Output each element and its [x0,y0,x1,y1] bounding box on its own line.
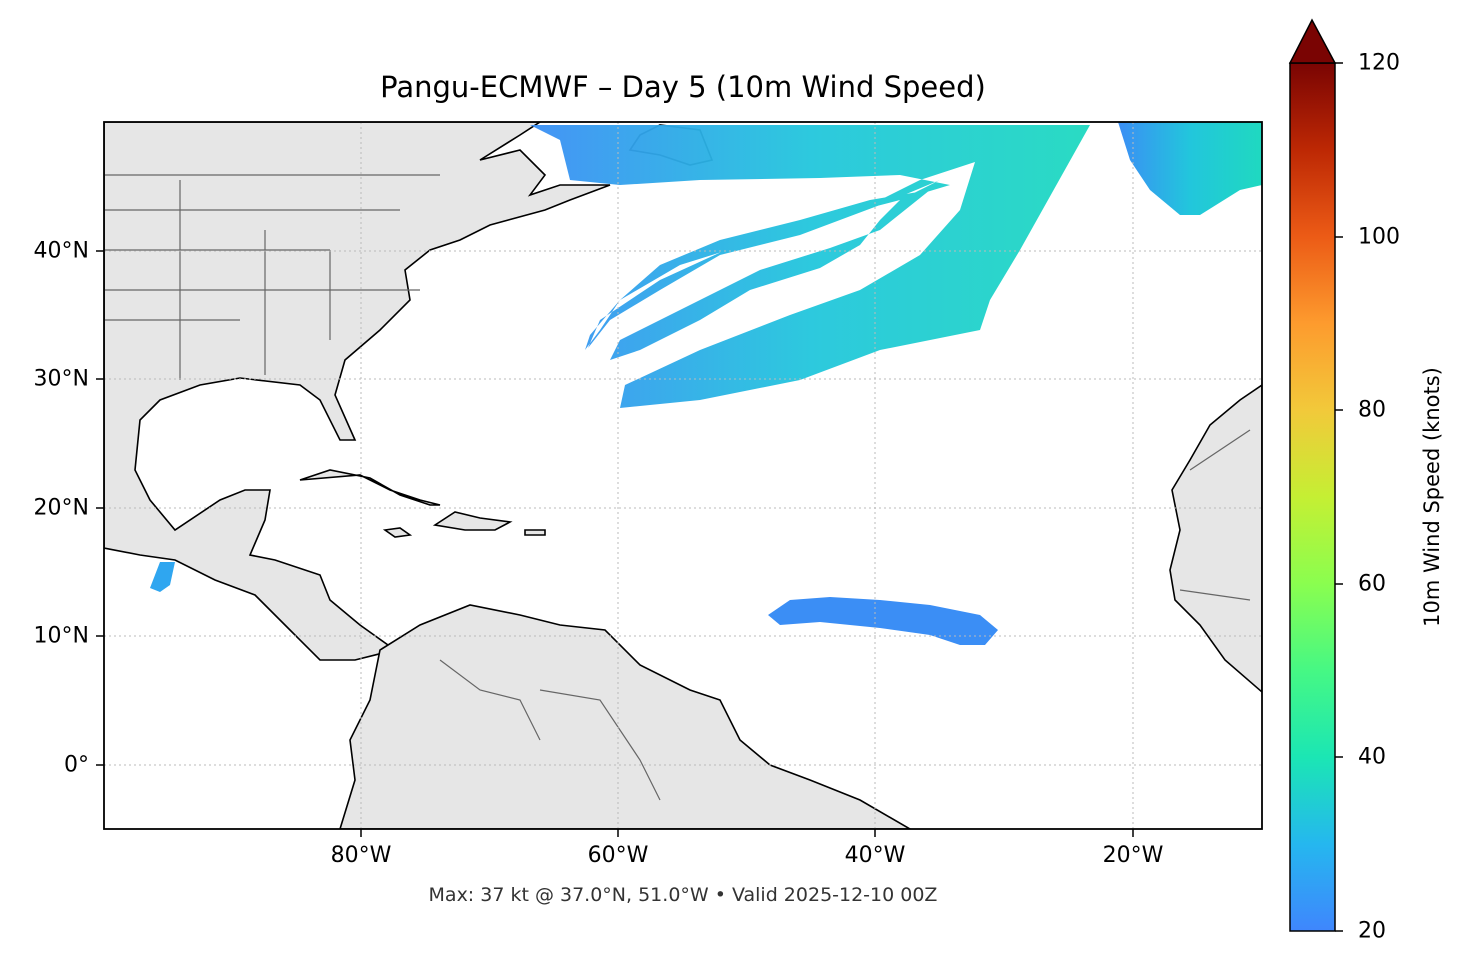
colorbar [1288,18,1343,932]
jamaica-land [382,527,413,538]
colorbar-tick-label: 100 [1358,224,1400,250]
colorbar-tick-label: 20 [1358,918,1386,944]
map-title: Pangu-ECMWF – Day 5 (10m Wind Speed) [380,70,986,104]
y-tick-label: 30°N [33,366,89,392]
colorbar-tick-label: 120 [1358,50,1400,76]
land [104,122,1262,829]
puerto-rico-land [524,529,546,536]
wind-swaths [150,122,1262,645]
colorbar-tick-label: 60 [1358,571,1386,597]
colorbar-label: 10m Wind Speed (knots) [1420,367,1444,627]
y-tick-label: 20°N [33,495,89,521]
pacific-patch [150,562,175,592]
gridlines [104,122,1262,829]
jet-swath-east [1118,122,1262,215]
colorbar-gradient [1289,62,1336,932]
x-tick-label: 80°W [330,843,392,868]
hispaniola-land [432,511,513,531]
trade-wind-swath [768,597,998,645]
max-wind-footer: Max: 37 kt @ 37.0°N, 51.0°W • Valid 2025… [428,884,938,906]
jet-swath-north [530,125,1090,408]
colorbar-tick-label: 80 [1358,397,1386,423]
cuba-land [299,469,441,506]
y-tick-label: 10°N [33,623,89,649]
y-tick-label: 0° [64,752,89,778]
africa-land [1169,384,1262,694]
x-tick-label: 60°W [587,843,649,868]
tick-marks [96,250,1134,837]
colorbar-extend-arrow [1288,18,1337,64]
x-tick-label: 20°W [1102,843,1164,868]
colorbar-tick-label: 40 [1358,744,1386,770]
x-tick-label: 40°W [844,843,906,868]
south-america-land [339,604,912,829]
north-america-land [104,122,611,661]
borders [104,174,1251,801]
map-frame [103,121,1263,830]
y-tick-label: 40°N [33,238,89,264]
